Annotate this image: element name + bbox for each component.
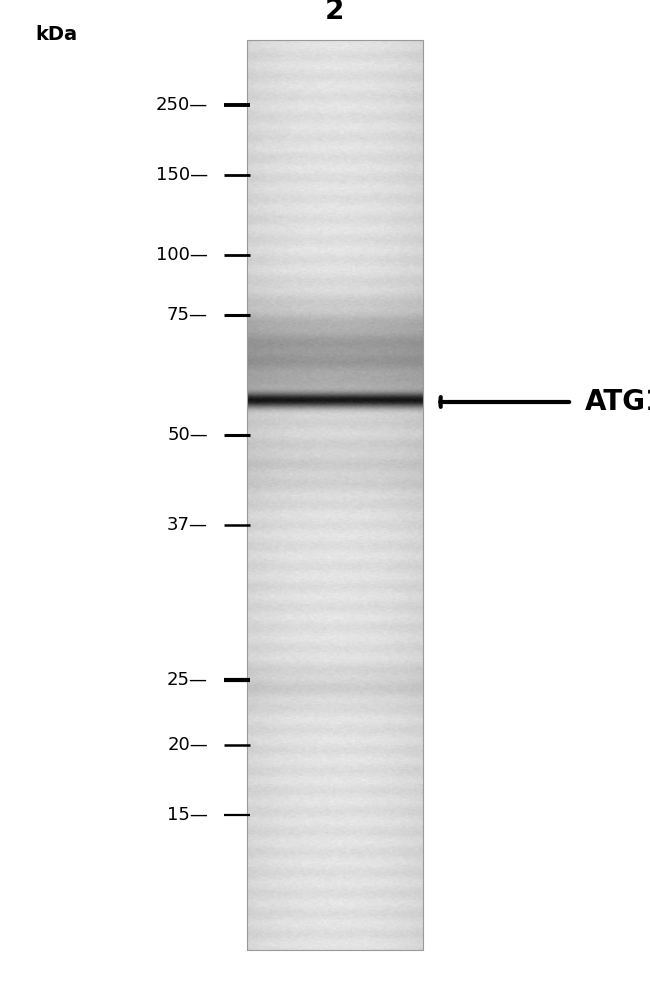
- Text: 25—: 25—: [167, 671, 208, 689]
- Bar: [247, 40, 422, 950]
- Text: 50—: 50—: [167, 426, 208, 444]
- Text: 100—: 100—: [156, 246, 208, 264]
- Text: 15—: 15—: [167, 806, 208, 824]
- Text: kDa: kDa: [36, 25, 78, 44]
- Text: 250—: 250—: [156, 96, 208, 114]
- Text: 150—: 150—: [156, 166, 208, 184]
- Text: 20—: 20—: [167, 736, 208, 754]
- Text: 2: 2: [325, 0, 344, 25]
- Text: 75—: 75—: [167, 306, 208, 324]
- Text: ATG13: ATG13: [585, 388, 650, 416]
- Text: 37—: 37—: [167, 516, 208, 534]
